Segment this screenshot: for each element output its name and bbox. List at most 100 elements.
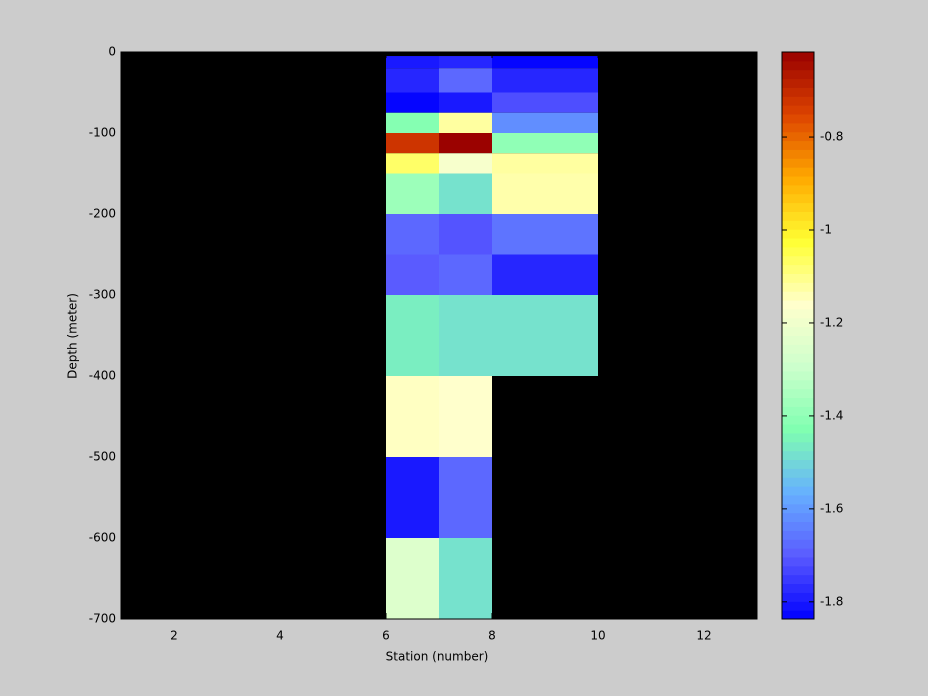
- colorbar-band: [782, 450, 814, 461]
- y-tick-label: -300: [89, 288, 116, 302]
- y-tick-label: -200: [89, 207, 116, 221]
- colorbar-tick-label: -0.8: [820, 130, 843, 144]
- colorbar-band: [782, 432, 814, 443]
- colorbar-band: [782, 379, 814, 390]
- colorbar-band: [782, 122, 814, 133]
- heatmap-cell: [386, 112, 439, 133]
- colorbar-band: [782, 273, 814, 283]
- colorbar-band: [782, 494, 814, 505]
- colorbar-band: [782, 211, 814, 221]
- colorbar-band: [782, 441, 814, 452]
- colorbar-band: [782, 176, 814, 186]
- heatmap-cell: [386, 56, 439, 69]
- heatmap-cell: [492, 153, 598, 174]
- heatmap-cell: [439, 376, 492, 457]
- colorbar-band: [782, 264, 814, 274]
- heatmap-cell: [386, 68, 439, 93]
- colorbar-band: [782, 459, 814, 469]
- heatmap-cell: [386, 153, 439, 174]
- colorbar-band: [782, 592, 814, 602]
- colorbar-band: [782, 344, 814, 354]
- y-tick-label: -600: [89, 531, 116, 545]
- heatmap-cell: [439, 254, 492, 295]
- colorbar-band: [782, 574, 814, 585]
- colorbar-band: [782, 202, 814, 212]
- heatmap-cell: [386, 133, 439, 154]
- colorbar-band: [782, 548, 814, 558]
- colorbar-band: [782, 353, 814, 363]
- y-tick-label: -700: [89, 612, 116, 626]
- heatmap-cell: [386, 214, 439, 255]
- colorbar-band: [782, 255, 814, 266]
- heatmap-cell: [439, 92, 492, 113]
- colorbar-tick-label: -1.2: [820, 315, 843, 329]
- colorbar-band: [782, 512, 814, 523]
- heatmap-cell: [492, 56, 598, 69]
- heatmap-cell: [492, 68, 598, 93]
- heatmap-cell: [492, 92, 598, 113]
- colorbar-band: [782, 335, 814, 345]
- colorbar-band: [782, 167, 814, 177]
- colorbar-band: [782, 220, 814, 230]
- y-tick-label: 0: [108, 45, 116, 59]
- y-tick-label: -100: [89, 126, 116, 140]
- colorbar-band: [782, 406, 814, 416]
- colorbar-band: [782, 291, 814, 301]
- colorbar-tick-label: -1.4: [820, 408, 843, 422]
- heatmap-cell: [492, 112, 598, 133]
- colorbar-band: [782, 362, 814, 372]
- colorbar-band: [782, 282, 814, 292]
- plot-frame: [120, 51, 758, 620]
- heatmap-cell: [439, 295, 492, 376]
- heatmap-cell: [386, 376, 439, 457]
- colorbar-band: [782, 601, 814, 611]
- heatmap-cell: [386, 295, 439, 376]
- colorbar-band: [782, 238, 814, 248]
- colorbar-band: [782, 246, 814, 257]
- colorbar-band: [782, 229, 814, 239]
- colorbar-band: [782, 415, 814, 425]
- heatmap-cell: [439, 133, 492, 154]
- colorbar-band: [782, 96, 814, 106]
- heatmap-cell: [492, 295, 598, 376]
- colorbar-band: [782, 60, 814, 71]
- heatmap-cell: [492, 173, 598, 214]
- colorbar-tick-label: -1.8: [820, 594, 843, 608]
- heatmap-cell: [439, 214, 492, 255]
- y-tick-label: -500: [89, 450, 116, 464]
- x-tick-label: 6: [382, 629, 390, 643]
- colorbar-band: [782, 530, 814, 540]
- x-tick-label: 4: [276, 629, 284, 643]
- colorbar-band: [782, 424, 814, 434]
- x-tick-label: 8: [488, 629, 496, 643]
- colorbar-band: [782, 565, 814, 576]
- colorbar-band: [782, 468, 814, 478]
- colorbar-band: [782, 140, 814, 150]
- colorbar-band: [782, 583, 814, 593]
- heatmap-cell: [492, 214, 598, 255]
- colorbar-band: [782, 308, 814, 319]
- y-tick-label: -400: [89, 369, 116, 383]
- colorbar-band: [782, 610, 814, 620]
- heatmap-cell: [439, 112, 492, 133]
- colorbar-band: [782, 158, 814, 168]
- y-axis-label: Depth (meter): [66, 293, 80, 379]
- colorbar-band: [782, 87, 814, 97]
- heatmap-cell: [439, 173, 492, 214]
- heatmap-cell: [439, 538, 492, 619]
- heatmap-cell: [386, 538, 439, 619]
- heatmap-cell: [386, 254, 439, 295]
- colorbar-band: [782, 388, 814, 399]
- heatmap-cell: [439, 68, 492, 93]
- heatmap-cell: [439, 153, 492, 174]
- colorbar-band: [782, 486, 814, 496]
- colorbar-band: [782, 370, 814, 381]
- colorbar-frame: [781, 51, 815, 620]
- colorbar-band: [782, 397, 814, 407]
- colorbar-band: [782, 539, 814, 549]
- colorbar-band: [782, 114, 814, 124]
- colorbar-band: [782, 317, 814, 328]
- colorbar-band: [782, 105, 814, 115]
